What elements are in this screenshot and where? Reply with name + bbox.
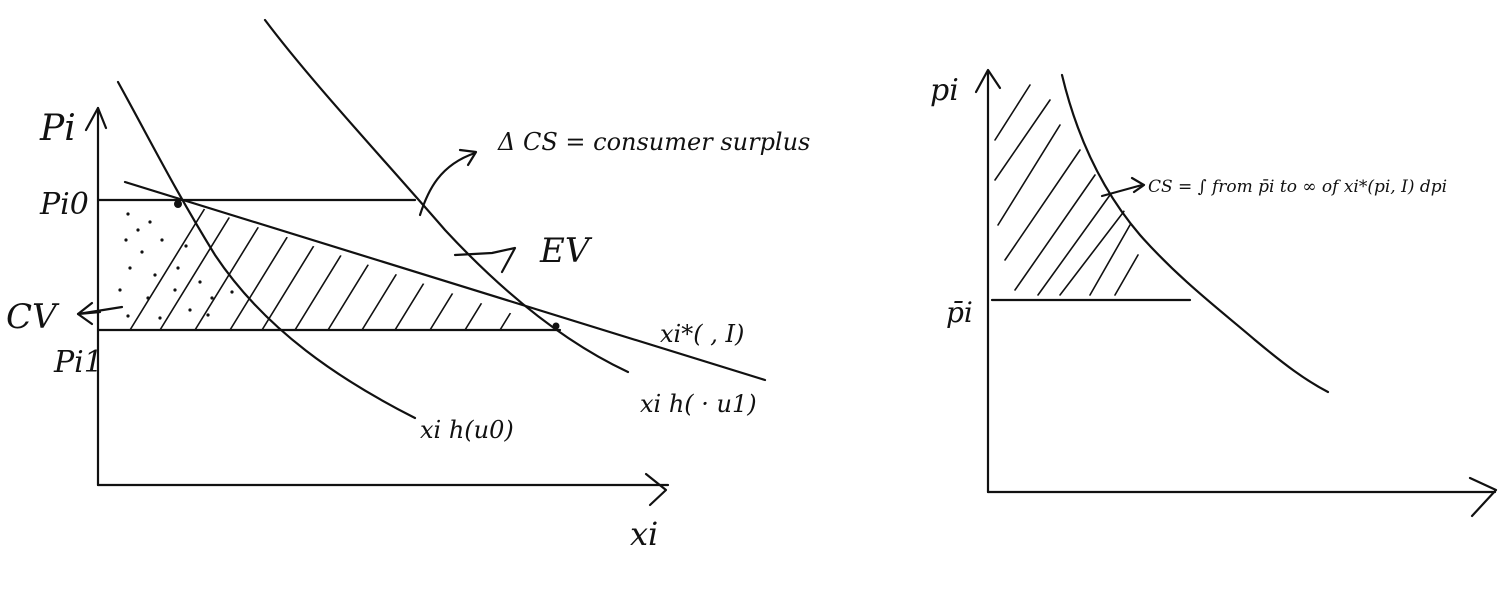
delta-cs-arrow (418, 151, 477, 217)
ev-label: EV (539, 231, 593, 271)
delta-cs-annotation: Δ CS = consumer surplus (497, 128, 810, 156)
price-initial-label: Pi0 (39, 187, 89, 222)
left-x-axis-arrowhead (644, 472, 668, 507)
hicksian-demand-u1-curve (263, 18, 630, 374)
intersection-point-p0 (174, 200, 182, 208)
delta-cs-arrowhead (458, 148, 478, 167)
cv-arrowhead (76, 301, 94, 326)
right-price-label: p̄i (946, 296, 973, 329)
price-new-label: Pi1 (53, 345, 103, 380)
marshallian-demand-label: xi*( , I) (660, 320, 744, 348)
hicksian-u0-label: xi h(u0) (420, 416, 514, 444)
ev-hatched-region (129, 200, 560, 330)
cv-dotted-region (118, 212, 234, 320)
ev-arrow (453, 246, 517, 274)
left-y-axis-label: Pi (39, 108, 76, 149)
hicksian-demand-u0-curve (116, 80, 417, 420)
cs-arrowhead (1130, 176, 1146, 194)
intersection-point-p1 (552, 322, 560, 330)
left-x-axis-label: xi (630, 515, 658, 553)
right-x-axis-arrowhead (1468, 476, 1498, 518)
cs-formula: CS = ∫ from p̄i to ∞ of xi*(pi, I) dpi (1148, 177, 1447, 197)
cs-arrow (1100, 183, 1144, 198)
left-y-axis-arrowhead (84, 106, 108, 132)
hicksian-u1-label: xi h( · u1) (640, 390, 757, 418)
right-y-axis-arrowhead (974, 68, 1002, 94)
marshallian-demand-line (123, 180, 767, 382)
right-demand-curve (1060, 73, 1330, 394)
right-diagram (974, 68, 1498, 518)
cs-hatched-region (994, 84, 1139, 296)
cv-label: CV (6, 297, 60, 337)
right-y-axis-label: pi (930, 73, 959, 108)
